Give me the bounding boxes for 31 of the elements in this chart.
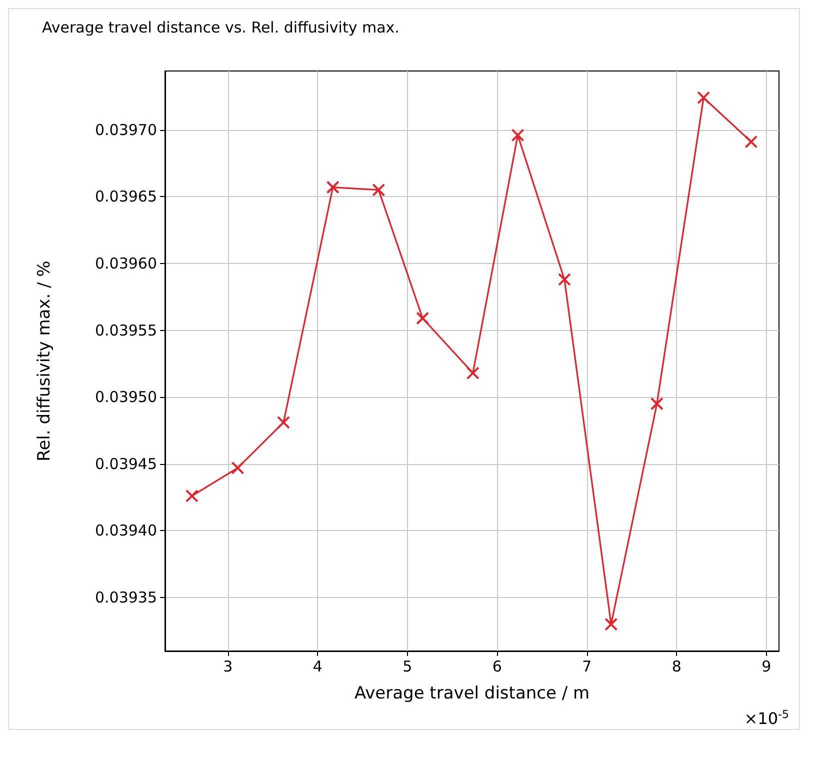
x-tick-label: 8 [672,658,682,676]
x-axis-title: Average travel distance / m [354,684,590,704]
x-tick-label: 3 [223,658,233,676]
y-tick-label: 0.03955 [94,321,157,340]
x-tick-label: 7 [582,658,592,676]
x-tick-label: 6 [492,658,502,676]
point [697,91,710,104]
x-tick-label: 9 [762,658,772,676]
point [511,128,524,142]
point [231,461,244,474]
chart-title: Average travel distance vs. Rel. diffusivity max. [42,18,400,36]
y-tick-label: 0.03950 [94,388,157,406]
x-tick-label: 4 [312,658,322,676]
point [326,180,340,194]
point [276,416,290,429]
y-tick-label: 0.03965 [94,188,157,206]
point [416,312,430,325]
y-tick-label: 0.03940 [94,522,157,540]
x-tick-label: 5 [402,658,412,676]
y-axis-title: Rel. diffusivity max. / % [34,260,54,462]
point [185,489,198,502]
point [744,135,758,148]
point [650,397,664,410]
point [558,272,571,286]
y-tick-label: 0.03970 [94,120,157,139]
y-tick-label: 0.03945 [94,454,157,473]
point [466,366,480,380]
y-tick-label: 0.03935 [94,588,157,607]
y-tick-label: 0.03960 [94,254,157,272]
point [604,618,618,631]
point [372,183,386,196]
